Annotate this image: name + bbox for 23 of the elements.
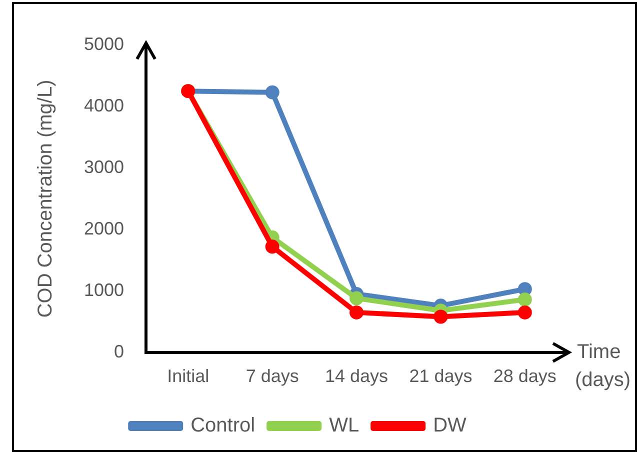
point — [518, 292, 532, 307]
y-tick-label: 3000 — [84, 156, 124, 177]
x-tick-label: 14 days — [325, 366, 388, 386]
y-tick-label: 1000 — [84, 280, 124, 300]
point — [265, 240, 280, 254]
x-tick-label: Initial — [167, 366, 210, 386]
legend-label: Control — [190, 414, 256, 437]
point — [518, 305, 532, 320]
x-tick-label: 7 days — [246, 366, 299, 386]
y-tick-label: 4000 — [84, 95, 124, 116]
x-axis-title: Time (days) — [575, 340, 631, 391]
x-tick-label: 21 days — [409, 366, 472, 386]
point — [265, 85, 280, 100]
y-tick-label: 0 — [114, 341, 124, 362]
point — [350, 291, 364, 306]
y-axis-title: COD Concentration (mg/L) — [34, 80, 57, 318]
y-tick-label: 2000 — [84, 218, 124, 238]
x-tick-label: 28 days — [493, 366, 556, 386]
point — [350, 305, 364, 320]
y-tick-label: 5000 — [84, 34, 124, 54]
legend-label: DW — [433, 414, 467, 437]
legend-label: WL — [329, 414, 360, 437]
point — [434, 310, 448, 324]
